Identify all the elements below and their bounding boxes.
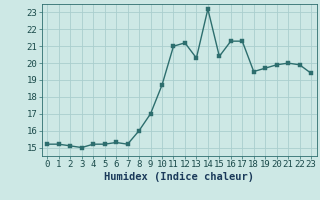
X-axis label: Humidex (Indice chaleur): Humidex (Indice chaleur): [104, 172, 254, 182]
